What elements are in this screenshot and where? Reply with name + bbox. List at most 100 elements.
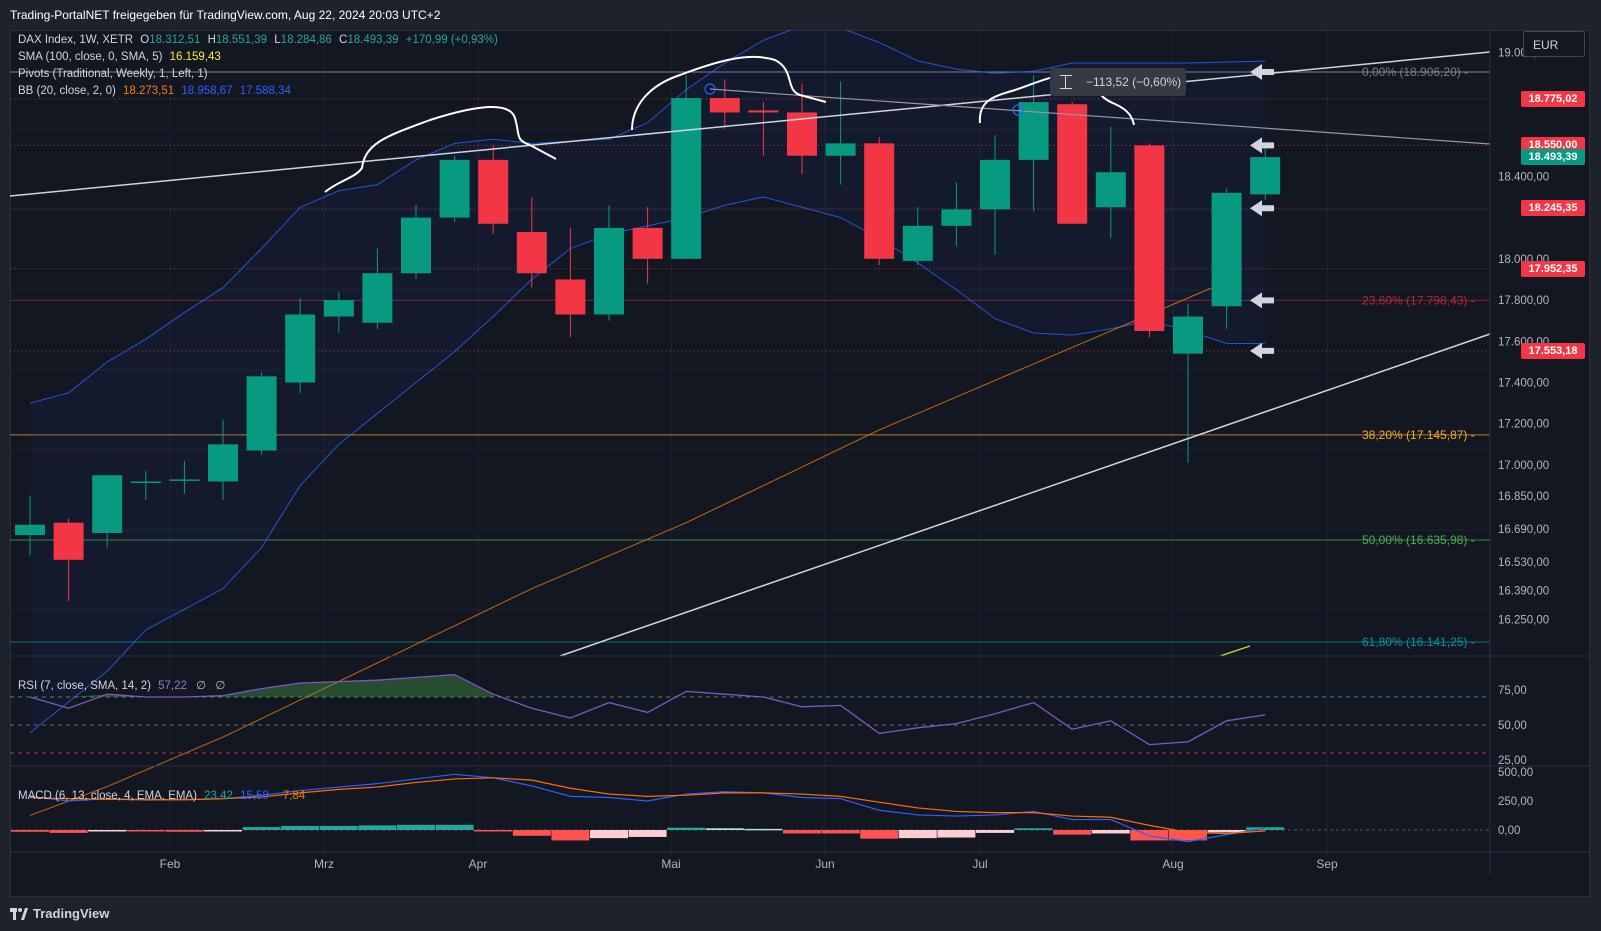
macd-hist-bar (512, 830, 551, 836)
bb-upper-line (29, 30, 1266, 404)
candles (15, 75, 1281, 602)
upper-trendline (10, 51, 1491, 197)
candle-body (825, 143, 856, 156)
candle-body (902, 225, 933, 261)
macd-hist-value: 23,42 (204, 790, 233, 802)
pivots-label: Pivots (Traditional, Weekly, 1, Left, 1) (18, 68, 208, 80)
price-badge: 17.952,35 (1521, 260, 1585, 277)
candle-body (130, 481, 161, 483)
macd-hist-bar (860, 830, 899, 839)
time-tick-label: Apr (469, 857, 488, 871)
bb-upper: 18.958,67 (181, 85, 233, 97)
candle (1250, 145, 1281, 201)
candle-body (516, 232, 547, 274)
time-tick-label: Mrz (314, 857, 334, 871)
legend-h-value: 18.551,39 (215, 34, 268, 46)
macd-hist-bar (1207, 830, 1246, 833)
macd-hist-bar (937, 830, 976, 838)
candle-body (439, 159, 470, 218)
candle-body (53, 522, 84, 560)
candle (1211, 188, 1242, 329)
candle-body (1095, 172, 1126, 208)
macd-hist-bar (242, 827, 281, 830)
freehand-curve (324, 106, 557, 193)
price-tick-label: 16.390,00 (1498, 586, 1549, 598)
macd-hist-bar (165, 830, 204, 832)
legend-c-value: 18.493,39 (347, 34, 399, 46)
legend-change: +170,99 (+0,93%) (405, 34, 498, 46)
macd-signal-value: 15,58 (240, 790, 269, 802)
legend-sma[interactable]: SMA (100, close, 0, SMA, 5) 16.159,43 (18, 49, 221, 65)
arrow-marker-icon (1250, 292, 1274, 309)
macd-tick-label: 500,00 (1498, 767, 1533, 779)
legend-pivots[interactable]: Pivots (Traditional, Weekly, 1, Left, 1) (18, 66, 208, 82)
time-tick-label: Jun (815, 857, 834, 871)
candle (15, 495, 45, 556)
footer-brand[interactable]: TradingView (33, 906, 110, 921)
candle-body (594, 227, 624, 315)
candle-body (285, 314, 316, 383)
candle (478, 145, 509, 235)
header-title: Trading-PortalNET freigegeben für Tradin… (10, 8, 441, 22)
price-badge: 18.245,35 (1521, 200, 1585, 217)
macd-hist-bar (1014, 828, 1053, 830)
candle-body (1250, 157, 1281, 195)
price-tick-label: 17.400,00 (1498, 378, 1549, 390)
bb-label: BB (20, close, 2, 0) (18, 85, 116, 97)
trendline-anchor (704, 83, 716, 95)
candle (632, 207, 663, 284)
currency-label: EUR (1533, 38, 1559, 52)
macd-hist-bar (319, 825, 358, 830)
candle (401, 205, 431, 280)
currency-selector[interactable]: EUR (1523, 31, 1585, 57)
time-tick-label: Jul (972, 857, 987, 871)
macd-hist-bar (435, 824, 474, 830)
candle-body (1211, 192, 1242, 307)
legend-rsi[interactable]: RSI (7, close, SMA, 14, 2) 57,22 ∅ ∅ (18, 678, 225, 694)
tradingview-logo-icon[interactable] (10, 908, 28, 920)
price-tick-label: 17.800,00 (1498, 295, 1549, 307)
trendline-anchor (1012, 104, 1024, 116)
macd-hist-bar (744, 828, 783, 831)
macd-label: MACD (6, 13, close, 4, EMA, EMA) (18, 790, 197, 802)
candle-body (1173, 316, 1203, 354)
sma-value: 16.159,43 (169, 51, 221, 63)
price-badge: 18.493,39 (1521, 149, 1585, 166)
resistance-trendline (709, 88, 1491, 145)
candle-body (980, 159, 1010, 210)
macd-hist-bar (783, 830, 821, 834)
sma-line (29, 281, 1227, 816)
fib-label: 61,80% (16.141,25) - (1362, 635, 1475, 649)
candle-body (15, 524, 45, 536)
candle (323, 291, 354, 334)
candle (941, 182, 972, 247)
legend-h-label: H (207, 34, 216, 46)
arrow-marker-icon (1250, 200, 1274, 217)
rsi-na-1: ∅ (196, 680, 207, 692)
price-tick-label: 16.530,00 (1498, 557, 1549, 569)
price-badge: 17.553,18 (1521, 342, 1585, 359)
price-tick-label: 17.000,00 (1498, 460, 1549, 472)
legend-symbol: DAX Index, 1W, XETR (18, 34, 134, 46)
candle (285, 297, 316, 393)
rsi-label: RSI (7, close, SMA, 14, 2) (18, 680, 151, 692)
lower-trendline (559, 333, 1491, 657)
measure-icon (1060, 75, 1072, 89)
small-line (1219, 645, 1251, 657)
candle-body (1057, 104, 1088, 224)
legend-macd[interactable]: MACD (6, 13, close, 4, EMA, EMA) 23,42 1… (18, 788, 305, 804)
fib-label: 50,00% (16.635,98) - (1362, 533, 1475, 547)
price-badge: 18.775,02 (1521, 91, 1585, 108)
candle (130, 471, 161, 501)
macd-hist-bar (358, 825, 397, 830)
chart-canvas[interactable]: 0,00% (18.906,20) -23,60% (17.798,43) -3… (10, 30, 1590, 897)
candle-body (864, 143, 895, 259)
candle (1173, 304, 1203, 463)
candle (53, 518, 84, 602)
grid (10, 30, 1490, 856)
sma-line (29, 281, 1227, 816)
legend-bb[interactable]: BB (20, close, 2, 0) 18.273,51 18.958,67… (18, 83, 291, 99)
candle (1134, 143, 1165, 338)
price-axis: 19.000,0018.400,0018.000,0017.800,0017.6… (1489, 30, 1549, 875)
arrow-marker-icon (1250, 64, 1274, 80)
